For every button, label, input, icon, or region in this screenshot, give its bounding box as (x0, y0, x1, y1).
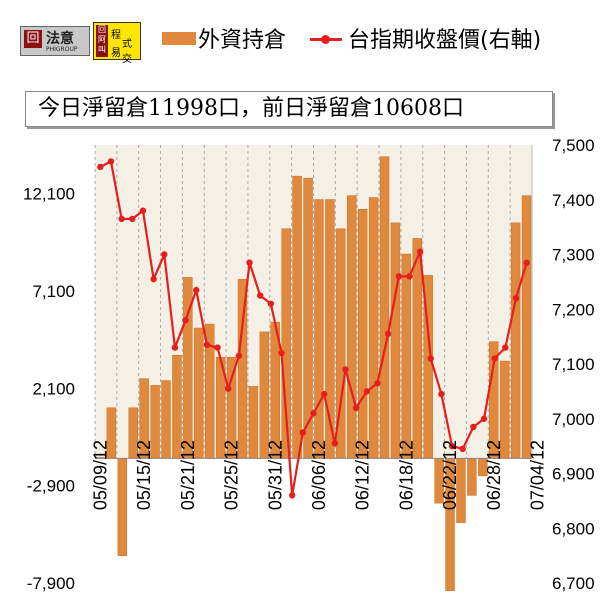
close-price-point (363, 388, 370, 395)
close-price-point (310, 410, 317, 417)
position-info-box: 今日淨留倉11998口，前日淨留倉10608口 (25, 91, 553, 127)
close-price-point (502, 344, 509, 351)
left-axis-tick-label: 7,100 (32, 282, 75, 301)
bar (347, 195, 357, 459)
bar (510, 222, 521, 459)
close-price-point (139, 207, 147, 214)
bar (292, 175, 302, 459)
close-price-point (278, 349, 285, 357)
close-price-point (118, 215, 125, 223)
right-axis-tick-label: 7,500 (552, 136, 595, 155)
bar (412, 238, 423, 459)
left-axis-tick-label: -2,900 (27, 477, 75, 496)
right-axis-tick-label: 7,400 (552, 191, 595, 210)
bar (521, 195, 532, 459)
logo2-text-2: 易 (111, 48, 121, 59)
close-price-point (406, 273, 413, 280)
logo2-text-3: 式交 (122, 39, 132, 65)
x-axis-date-label: 06/06/12 (309, 440, 329, 510)
left-axis-tick-label: -7,900 (27, 574, 75, 593)
bar (259, 331, 270, 459)
legend-bar-swatch (162, 32, 196, 45)
legend-line-marker (321, 35, 330, 44)
bar (467, 458, 477, 496)
right-axis-tick-label: 6,900 (552, 465, 595, 484)
bar (357, 208, 368, 459)
close-price-point (97, 163, 104, 171)
close-price-point (214, 344, 221, 351)
bar (117, 458, 128, 556)
x-axis-date-label: 06/12/12 (353, 440, 373, 510)
close-price-point (491, 355, 498, 362)
close-price-point (352, 404, 360, 411)
close-price-point (193, 286, 200, 294)
x-axis-date-label: 05/31/12 (265, 440, 285, 510)
close-price-point (395, 273, 402, 280)
x-axis-date-label: 07/04/12 (527, 440, 547, 510)
phigroup-logo: 回 法意 PHIGROUP (20, 26, 90, 56)
close-price-point (470, 423, 477, 431)
x-axis-date-label: 05/25/12 (222, 440, 242, 510)
right-axis-tick-label: 6,800 (552, 519, 595, 538)
close-price-point (225, 385, 232, 392)
close-price-point (331, 440, 339, 447)
right-axis-tick-label: 7,300 (552, 246, 595, 265)
legend-bars-label: 外資持倉 (198, 28, 287, 53)
close-price-point (416, 248, 424, 255)
x-axis-date-label: 05/09/12 (90, 440, 110, 510)
close-price-point (107, 158, 115, 165)
close-price-point (299, 429, 307, 436)
bar (248, 386, 259, 459)
left-axis-tick-label: 12,100 (23, 185, 75, 204)
x-axis-date-label: 05/15/12 (134, 440, 154, 510)
bar (161, 380, 171, 459)
bar (314, 199, 324, 459)
close-price-point (342, 366, 349, 373)
close-price-point (438, 390, 445, 398)
close-price-point (246, 259, 253, 266)
close-price-point (161, 251, 168, 258)
close-price-point (480, 415, 488, 422)
bar (368, 197, 379, 459)
left-axis-tick-label: 2,100 (32, 379, 75, 398)
close-price-point (267, 300, 275, 307)
close-price-point (427, 355, 434, 362)
program-trading-logo: 回阿叫 程 式交 易 (93, 22, 141, 65)
right-axis-tick-label: 7,200 (552, 300, 595, 319)
logo-name: 法意 (46, 31, 74, 47)
close-price-point (182, 317, 189, 324)
x-axis-date-label: 06/28/12 (484, 440, 504, 510)
close-price-point (150, 275, 157, 283)
close-price-point (235, 352, 243, 359)
close-price-point (203, 341, 211, 349)
close-price-point (257, 292, 264, 299)
close-price-point (448, 442, 456, 450)
bar (390, 222, 401, 459)
close-price-point (384, 330, 392, 338)
bar (401, 253, 412, 459)
logo2-text-1: 程 (111, 30, 121, 41)
logo-mark-icon: 回 (24, 30, 42, 48)
logo-sub: PHIGROUP (46, 46, 78, 53)
close-price-point (374, 379, 381, 387)
close-price-point (171, 344, 179, 351)
legend-line-label: 台指期收盤價(右軸) (348, 28, 542, 53)
close-price-point (288, 492, 296, 499)
right-axis-tick-label: 7,100 (552, 355, 595, 374)
logo2-mark-icon: 回阿叫 (96, 25, 108, 57)
close-price-point (459, 445, 466, 453)
x-axis-date-label: 05/21/12 (178, 440, 198, 510)
x-axis-date-label: 06/18/12 (396, 440, 416, 510)
close-price-point (320, 390, 328, 398)
right-axis-tick-label: 7,000 (552, 410, 595, 429)
close-price-point (512, 295, 520, 302)
close-price-point (523, 259, 530, 266)
close-price-point (129, 215, 136, 223)
right-axis-tick-label: 6,700 (552, 574, 595, 593)
bar (194, 327, 204, 459)
x-axis-date-label: 06/22/12 (440, 440, 460, 510)
bar (379, 156, 390, 459)
